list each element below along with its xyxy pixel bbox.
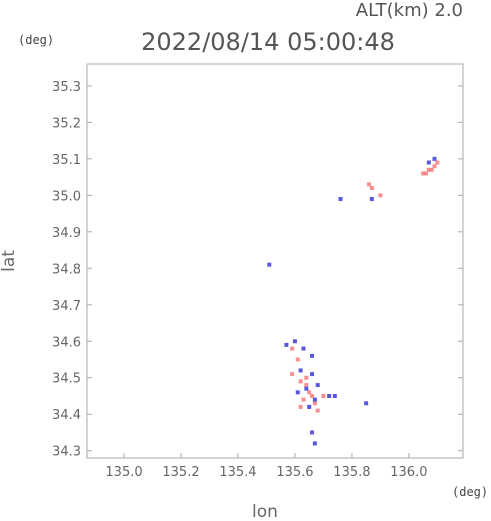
data-point-negative [327,393,332,398]
data-point-negative [310,372,315,377]
data-point-positive [369,186,374,191]
data-point-negative [432,156,437,161]
x-tick-label: 135.2 [162,465,199,480]
y-tick-label: 34.9 [52,226,81,241]
x-tick-label: 135.8 [333,465,370,480]
data-point-positive [421,171,426,176]
data-point-negative [364,401,369,406]
data-point-negative [312,441,317,446]
y-tick-label: 35.3 [52,80,81,95]
data-point-negative [267,262,272,267]
chart-title-datetime: 2022/08/14 05:00:48 [141,28,395,56]
data-point-negative [332,393,337,398]
y-tick-label: 35.0 [52,189,81,204]
data-point-negative [307,404,312,409]
x-axis: 135.0 135.2 135.4 135.6 135.8 136.0 [105,453,427,480]
altitude-label: ALT(km) 2.0 [356,0,463,21]
y-tick-label: 34.7 [52,299,81,314]
y-tick-label: 35.2 [52,116,81,131]
data-point-positive [312,401,317,406]
y-tick-label: 34.4 [52,408,81,423]
data-point-positive [426,167,431,172]
y-unit-label: (deg) [18,33,54,47]
data-point-negative [310,430,315,435]
data-point-positive [432,164,437,169]
data-point-positive [290,372,295,377]
data-point-positive [367,182,371,187]
y-axis-label: lat [0,250,19,272]
data-point-positive [295,357,300,362]
x-tick-label: 135.4 [219,465,256,480]
data-point-positive [298,379,303,384]
data-point-negative [284,342,289,347]
y-tick-label: 35.1 [52,153,81,168]
data-point-positive [423,171,428,176]
data-point-positive [315,408,320,413]
y-tick-label: 34.6 [52,335,81,350]
data-point-negative [312,397,317,402]
data-point-positive [304,383,309,388]
data-point-negative [338,196,343,201]
data-point-negative [292,339,297,344]
y-tick-label: 34.5 [52,372,81,387]
data-point-positive [290,346,295,351]
y-tick-label: 34.8 [52,262,81,277]
data-point-negative [310,353,315,358]
data-point-positive [310,393,315,398]
data-points [267,156,440,446]
data-point-negative [426,160,431,165]
data-point-negative [301,346,306,351]
data-point-positive [298,404,303,409]
x-tick-label: 135.0 [105,465,142,480]
y-axis: 34.3 34.4 34.5 34.6 34.7 34.8 34.9 35.0 35.1 35.2… [52,80,463,460]
data-point-negative [298,368,303,373]
data-point-positive [378,193,383,198]
data-point-negative [369,196,374,201]
x-tick-label: 135.6 [276,465,313,480]
data-point-positive [435,160,440,165]
data-point-negative [295,390,300,395]
y-tick-label: 34.3 [52,445,81,460]
x-tick-label: 136.0 [390,465,427,480]
data-point-positive [307,390,312,395]
x-axis-label: lon [252,502,278,521]
data-point-negative [304,386,309,391]
data-point-positive [321,393,326,398]
plot-frame [86,63,464,459]
data-point-positive [304,375,309,380]
data-point-negative [315,383,320,388]
data-point-positive [429,167,434,172]
x-unit-label: (deg) [452,485,488,499]
data-point-positive [301,397,306,402]
